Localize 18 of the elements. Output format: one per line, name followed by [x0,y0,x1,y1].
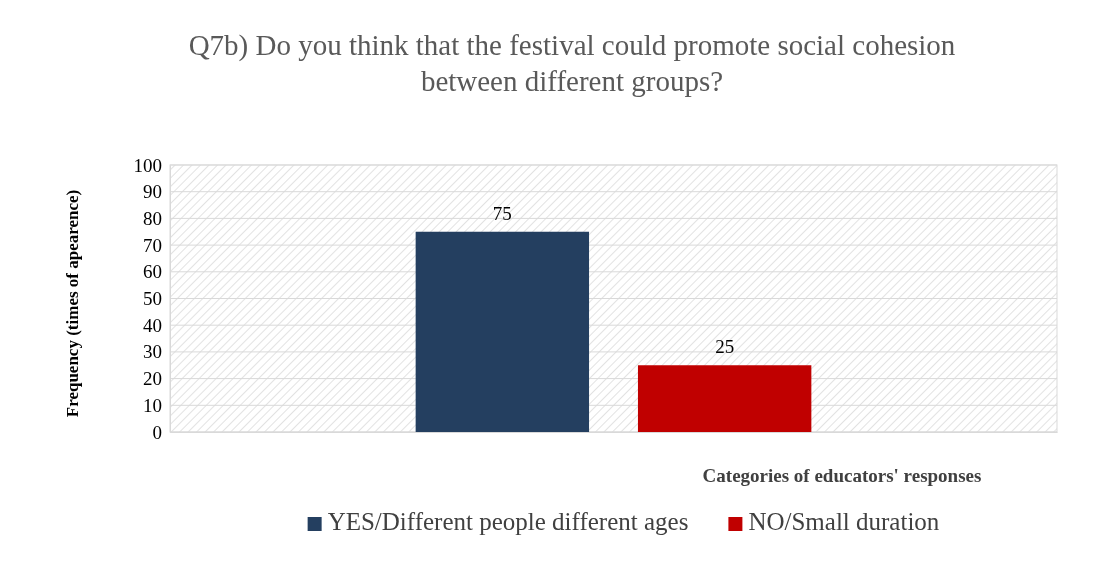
y-tick-label: 70 [143,234,162,256]
y-tick-label: 30 [143,341,162,363]
y-tick-label: 40 [143,314,162,336]
y-tick-label: 90 [143,181,162,203]
y-tick-label: 20 [143,368,162,390]
data-label: 75 [492,202,512,224]
chart-title: Q7b) Do you think that the festival could promote social cohesion between different groups? [188,29,956,97]
y-axis-title: Frequency (times of apearence) [63,189,82,418]
y-tick-label: 0 [152,421,162,443]
data-label: 25 [715,336,735,358]
y-tick-label: 50 [143,288,162,310]
y-tick-label: 10 [143,394,162,416]
legend-label: YES/Different people different ages [327,508,689,535]
y-tick-label: 80 [143,207,162,229]
x-axis-title: Categories of educators' responses [702,465,982,486]
legend-label: NO/Small duration [748,508,940,535]
y-tick-label: 100 [133,154,162,176]
y-tick-label: 60 [143,261,162,283]
